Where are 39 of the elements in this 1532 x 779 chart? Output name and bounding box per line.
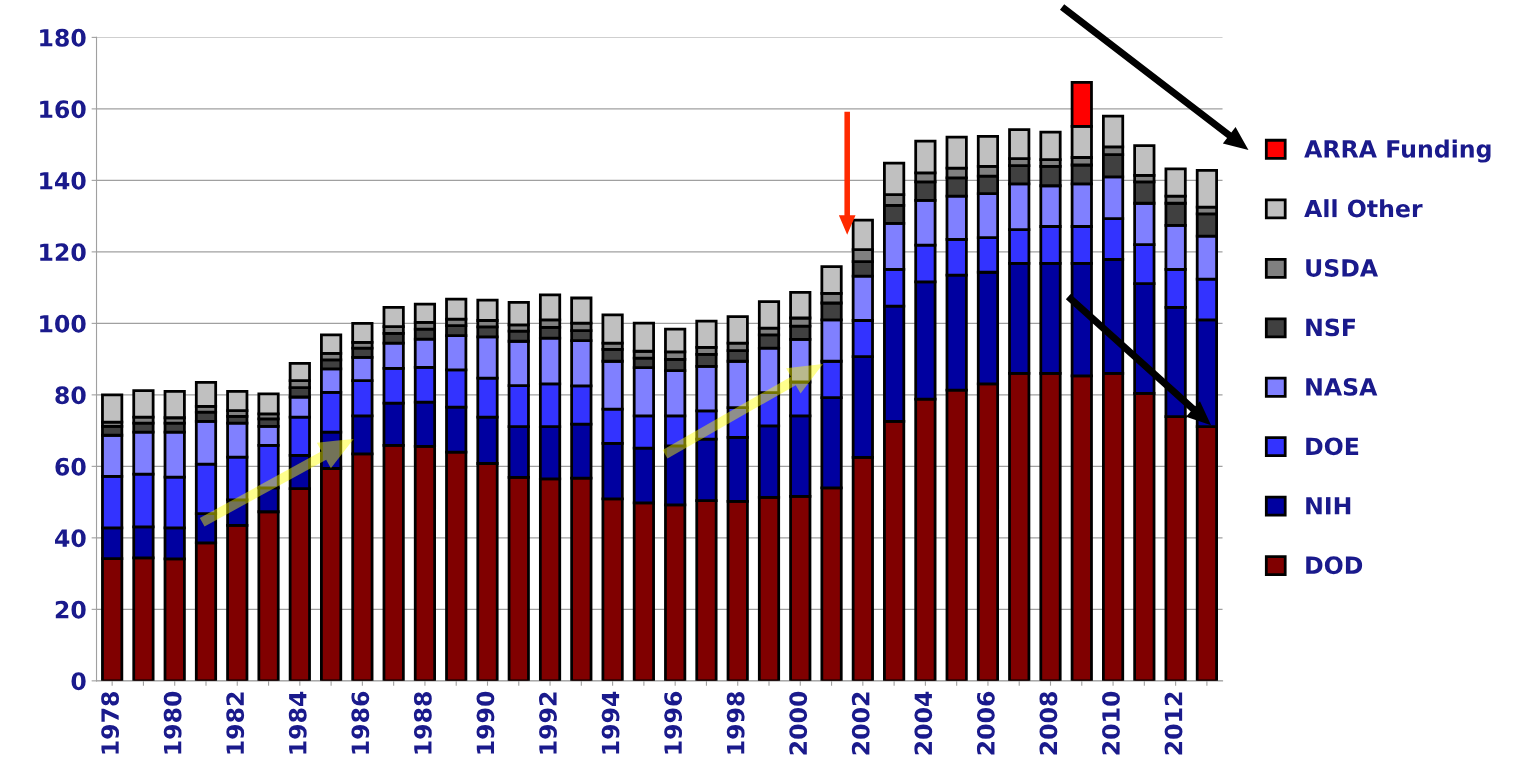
x-tick-label: 1986 [351,691,370,754]
legend-label: ARRA Funding [1304,139,1491,163]
legend-label: DOE [1306,437,1359,456]
y-tick-label: 40 [55,529,86,548]
y-tick-label: 20 [55,600,86,619]
bar [101,393,124,424]
x-tick-label: 1990 [476,691,495,754]
legend-label: NSF [1306,318,1355,337]
x-tick-label: 2010 [1102,691,1120,755]
y-tick-label: 100 [40,314,86,333]
y-tick-label: 0 [71,672,86,691]
y-tick-label: 80 [55,386,86,405]
bar [257,392,280,416]
x-tick-label: 1992 [539,692,557,754]
legend-label: All Other [1304,199,1423,218]
x-tick-label: 2002 [851,692,870,755]
x-tick-label: 1996 [664,691,683,754]
x-tick-label: 2012 [1164,692,1183,755]
y-tick-label: 160 [40,100,86,119]
legend-label: USDA [1306,259,1379,277]
legend-label: NIH [1306,497,1351,515]
x-tick-label: 1994 [601,691,620,754]
x-tick-label: 1988 [413,692,432,754]
x-tick-label: 2006 [976,691,995,755]
y-tick-label: 120 [40,243,86,262]
x-tick-label: 2008 [1039,692,1058,755]
legend-label: NASA [1306,377,1378,396]
y-tick-label: 60 [55,457,86,476]
y-tick-label: 140 [40,171,86,190]
y-tick-label: 180 [40,28,86,47]
bar [163,389,186,420]
x-tick-label: 2004 [914,691,933,755]
x-tick-label: 1978 [101,692,120,754]
x-tick-label: 1982 [226,692,245,754]
legend-label: DOD [1306,556,1363,575]
x-tick-label: 1980 [163,691,182,754]
x-tick-label: 1998 [726,692,745,754]
x-tick-label: 2000 [789,691,808,755]
x-tick-label: 1984 [288,691,307,754]
